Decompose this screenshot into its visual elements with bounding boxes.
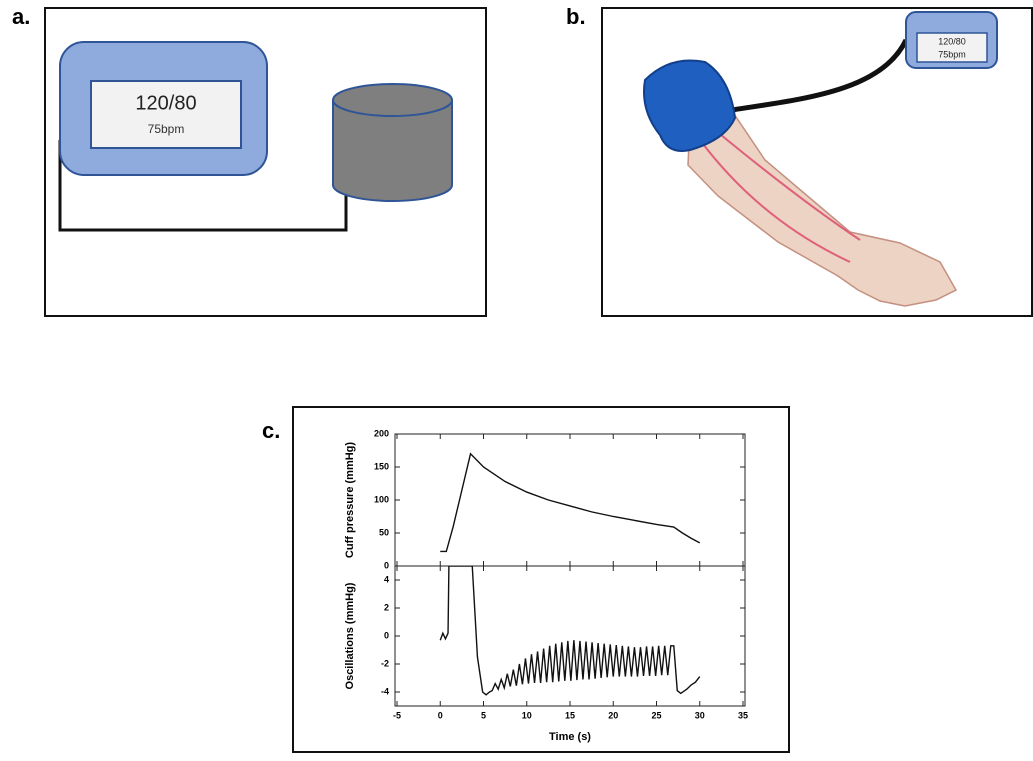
x-tick-label: 5 <box>481 710 486 720</box>
y-tick-label: -4 <box>381 686 389 696</box>
x-tick-label: 0 <box>438 710 443 720</box>
y-axis-label: Cuff pressure (mmHg) <box>344 442 356 558</box>
y-tick-label: -2 <box>381 658 389 668</box>
y-tick-label: 2 <box>384 602 389 612</box>
reading: 120/80 <box>938 36 966 46</box>
x-tick-label: 30 <box>695 710 705 720</box>
y-tick-label: 0 <box>384 560 389 570</box>
x-tick-label: 10 <box>522 710 532 720</box>
page: a. 120/80 75bpm b. 120/80 75bpm c. 05010… <box>0 0 1033 761</box>
y-tick-label: 200 <box>374 428 389 438</box>
panel-label: c. <box>262 418 280 443</box>
panel-label: b. <box>566 4 586 29</box>
panel-label: a. <box>12 4 30 29</box>
y-tick-label: 0 <box>384 630 389 640</box>
y-tick-label: 4 <box>384 574 389 584</box>
x-tick-label: 25 <box>651 710 661 720</box>
y-axis-label: Oscillations (mmHg) <box>344 582 356 689</box>
x-tick-label: 15 <box>565 710 575 720</box>
panel-frame <box>293 407 789 752</box>
x-tick-label: -5 <box>393 710 401 720</box>
y-tick-label: 150 <box>374 461 389 471</box>
y-tick-label: 50 <box>379 527 389 537</box>
pulse: 75bpm <box>148 122 185 136</box>
display <box>91 81 241 148</box>
figure: a. 120/80 75bpm b. 120/80 75bpm c. 05010… <box>0 0 1033 756</box>
cylinder-top <box>333 84 452 116</box>
x-tick-label: 35 <box>738 710 748 720</box>
x-tick-label: 20 <box>608 710 618 720</box>
reading: 120/80 <box>135 92 196 114</box>
x-axis-label: Time (s) <box>549 731 591 743</box>
pulse: 75bpm <box>938 49 966 59</box>
y-tick-label: 100 <box>374 494 389 504</box>
